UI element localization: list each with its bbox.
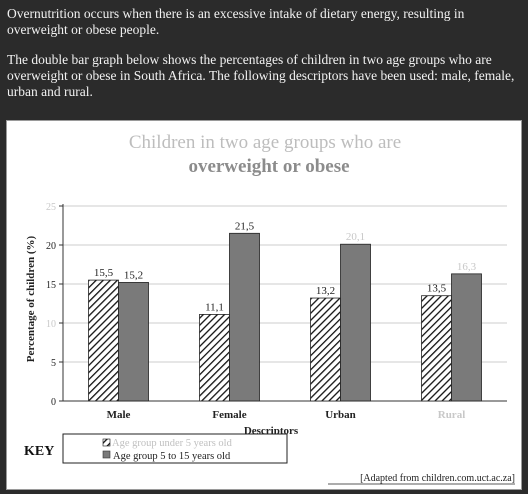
- intro-paragraph-1: Overnutrition occurs when there is an ex…: [7, 6, 465, 37]
- x-tick-label: Male: [107, 409, 131, 421]
- data-label: 15,5: [94, 267, 114, 279]
- source-citation: [Adapted from children.com.uct.ac.za]: [360, 473, 515, 484]
- y-tick-label: 5: [51, 358, 56, 369]
- x-tick-label: Urban: [325, 409, 356, 421]
- y-tick-label: 20: [46, 241, 56, 252]
- legend-entry-under-5: Age group under 5 years old: [112, 438, 233, 449]
- bar-under-5: [199, 314, 230, 402]
- legend-entry-5-to-15: Age group 5 to 15 years old: [113, 451, 231, 462]
- data-label: 13,2: [316, 285, 335, 297]
- intro-paragraph-2: The double bar graph below shows the per…: [7, 52, 515, 99]
- data-label: 21,5: [235, 220, 255, 232]
- data-label: 11,1: [205, 301, 224, 313]
- bar-5-to-15: [229, 232, 260, 402]
- intro-text: Overnutrition occurs when there is an ex…: [7, 6, 522, 114]
- chart-title: Children in two age groups who are: [129, 132, 401, 153]
- y-axis-label: Percentage of children (%): [25, 235, 37, 362]
- y-tick-label: 0: [51, 397, 56, 408]
- data-label: 20,1: [346, 231, 365, 243]
- key-label: KEY: [24, 444, 54, 459]
- bar-chart: Children in two age groups who are overw…: [24, 132, 515, 485]
- data-label: 15,2: [124, 269, 143, 281]
- y-tick-label: 10: [46, 319, 56, 330]
- legend-box: [62, 433, 288, 464]
- y-tick-label: 15: [46, 280, 56, 291]
- bar-under-5: [421, 295, 452, 402]
- bar-5-to-15: [118, 282, 149, 402]
- legend-swatch-hatched: [102, 438, 111, 447]
- legend-swatch-solid: [102, 450, 111, 459]
- chart-subtitle: overweight or obese: [188, 156, 349, 177]
- bar-under-5: [310, 297, 341, 402]
- x-tick-label: Female: [212, 409, 246, 421]
- chart-figure: Children in two age groups who are overw…: [6, 120, 522, 490]
- bar-under-5: [88, 279, 119, 402]
- data-label: 16,3: [457, 261, 477, 273]
- plot-area: 0 5 10 15 20 25 15,5 15,2 Male 11,1 21,5 Female 13,2…: [46, 202, 507, 421]
- bar-5-to-15: [451, 273, 482, 402]
- y-tick-label: 25: [46, 202, 56, 213]
- bar-5-to-15: [340, 243, 371, 402]
- x-tick-label: Rural: [438, 409, 466, 421]
- data-label: 13,5: [427, 283, 447, 295]
